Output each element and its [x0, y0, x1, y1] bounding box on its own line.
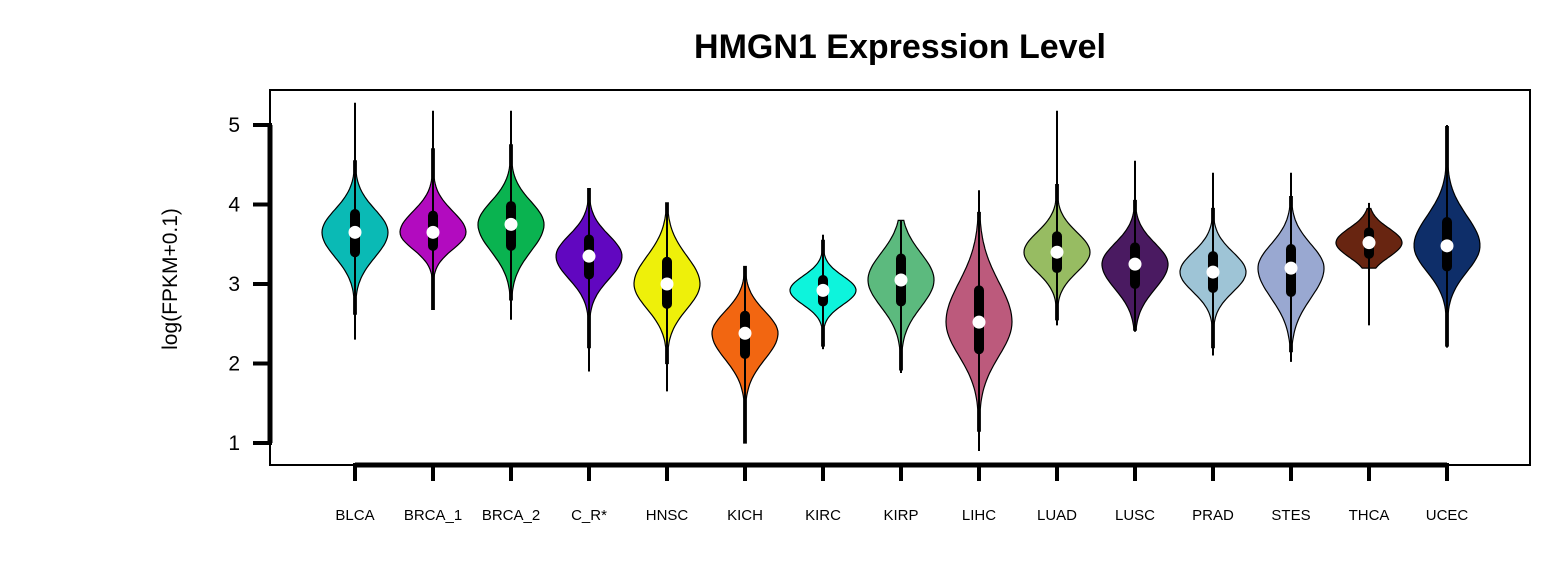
violin-thca [1335, 202, 1403, 326]
violin-median-point [348, 225, 362, 239]
x-tick-label: KICH [727, 507, 763, 524]
violin-median-point [738, 326, 752, 340]
x-tick-label: KIRP [883, 507, 918, 524]
chart-title: HMGN1 Expression Level [694, 28, 1106, 66]
y-tick-label: 1 [228, 432, 240, 455]
violin-ucec [1413, 125, 1481, 348]
violin-lihc [945, 190, 1013, 451]
violin-median-point [1050, 245, 1064, 259]
violin-kich [711, 265, 779, 444]
x-tick-label: KIRC [805, 507, 841, 524]
violin-median-point [660, 277, 674, 291]
x-tick-label: PRAD [1192, 507, 1234, 524]
x-tick-label: HNSC [646, 507, 689, 524]
violins [321, 102, 1481, 451]
x-tick-label: LUAD [1037, 507, 1077, 524]
y-axis: 1 2 3 4 5 [228, 114, 273, 455]
violin-kirc [789, 234, 857, 350]
x-tick-label: BRCA_2 [482, 507, 540, 524]
x-tick-label: BLCA [335, 507, 374, 524]
violin-prad [1179, 172, 1247, 356]
x-tick-label: UCEC [1426, 507, 1469, 524]
y-tick-label: 3 [228, 273, 240, 296]
y-axis-label: log(FPKM+0.1) [159, 208, 182, 350]
violin-median-point [816, 283, 830, 297]
y-tick-label: 2 [228, 353, 240, 376]
violin-luad [1023, 110, 1091, 326]
violin-stes [1257, 172, 1325, 362]
violin-median-point [1128, 257, 1142, 271]
y-tick-label: 4 [228, 194, 240, 217]
x-tick-label: LUSC [1115, 507, 1155, 524]
violin-median-point [1206, 265, 1220, 279]
violin-median-point [1284, 261, 1298, 275]
violin-median-point [582, 249, 596, 263]
violin-median-point [1362, 236, 1376, 250]
violin-c-r- [555, 188, 623, 372]
violin-brca-1 [399, 110, 467, 310]
violin-median-point [1440, 239, 1454, 253]
violin-median-point [504, 217, 518, 231]
violin-lusc [1101, 160, 1169, 332]
violin-brca-2 [477, 110, 545, 320]
x-tick-label: BRCA_1 [404, 507, 462, 524]
x-tick-label: THCA [1349, 507, 1390, 524]
x-tick-label: STES [1271, 507, 1310, 524]
violin-median-point [426, 225, 440, 239]
violin-hnsc [633, 202, 701, 392]
x-tick-label: LIHC [962, 507, 996, 524]
violin-kirp [867, 219, 935, 374]
x-tick-label: C_R* [571, 507, 607, 524]
violin-blca [321, 102, 389, 340]
y-tick-label: 5 [228, 114, 240, 137]
violin-median-point [972, 315, 986, 329]
x-axis: BLCA BRCA_1 BRCA_2 C_R* HNSC KICH KIRC KIRP LIHC… [335, 462, 1469, 524]
violin-median-point [894, 273, 908, 287]
